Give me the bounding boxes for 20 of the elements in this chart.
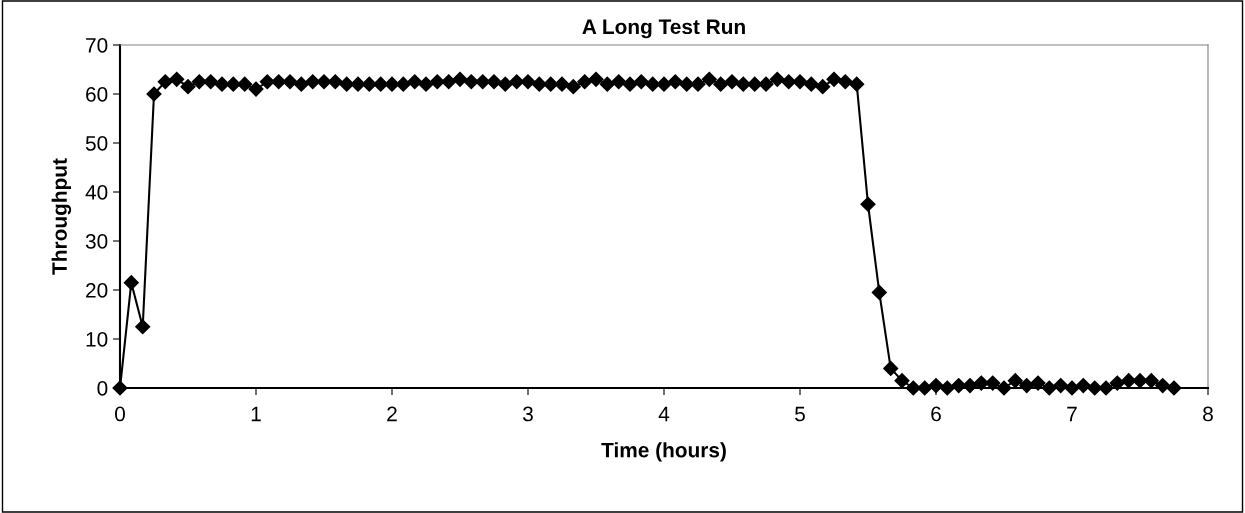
y-tick-label: 50	[85, 136, 108, 151]
y-tick-label: 20	[86, 283, 108, 298]
y-tick-label: 30	[85, 234, 108, 249]
x-tick-label: 6	[931, 406, 941, 422]
y-tick-label: 70	[86, 38, 108, 53]
y-tick-label: 10	[86, 332, 108, 347]
x-tick-label: 3	[523, 406, 533, 422]
y-tick-label: 40	[85, 185, 108, 200]
chart-title: A Long Test Run	[582, 19, 745, 39]
x-tick-label: 8	[1203, 406, 1213, 422]
x-tick-label: 7	[1067, 406, 1077, 422]
x-axis-title: Time (hours)	[601, 442, 726, 462]
y-tick-label: 0	[97, 381, 108, 396]
x-tick-label: 5	[795, 406, 805, 422]
x-tick-label: 1	[251, 406, 261, 422]
y-tick-label: 60	[86, 87, 108, 102]
x-tick-label: 2	[387, 406, 397, 422]
x-tick-label: 0	[115, 406, 125, 422]
x-tick-label: 4	[658, 406, 670, 422]
y-axis-title: Throughput	[51, 158, 72, 275]
